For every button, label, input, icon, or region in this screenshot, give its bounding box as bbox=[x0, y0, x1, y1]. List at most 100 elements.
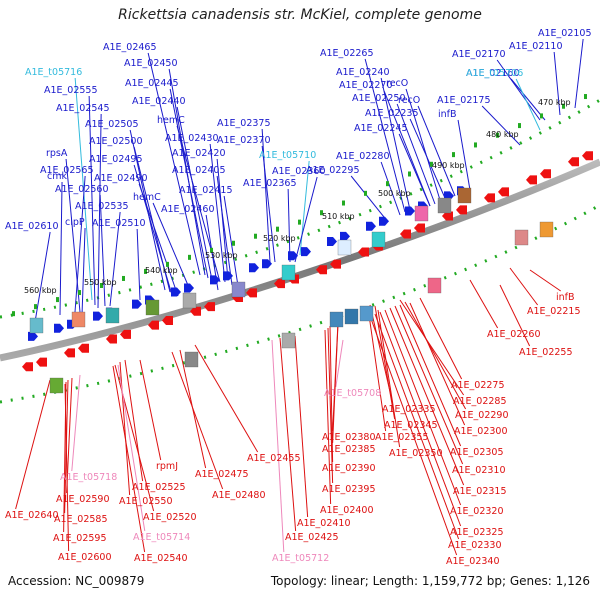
lower-tick-track bbox=[0, 203, 600, 404]
gene-label: clpP bbox=[65, 217, 85, 228]
track-tick bbox=[78, 290, 81, 296]
gene-label: A1E_02415 bbox=[179, 185, 233, 196]
leader-line bbox=[139, 359, 162, 461]
leader-line bbox=[380, 77, 411, 211]
domain-box bbox=[231, 281, 246, 298]
gene-label: A1E_02555 bbox=[44, 85, 98, 96]
leader-line bbox=[299, 160, 310, 256]
gene-label: A1E_02520 bbox=[143, 512, 197, 523]
forward-gene-arrow bbox=[405, 206, 415, 216]
leader-line bbox=[327, 327, 334, 484]
leader-line bbox=[216, 175, 233, 286]
gene-label: A1E_02375 bbox=[217, 118, 271, 129]
reverse-gene-arrow bbox=[526, 175, 537, 185]
gene-label: rpsA bbox=[46, 148, 68, 159]
leader-line bbox=[324, 329, 332, 505]
trna-label: A1E_t05716 bbox=[25, 67, 82, 78]
gene-label: A1E_02495 bbox=[89, 154, 143, 165]
gene-features bbox=[12, 94, 593, 394]
gene-label: A1E_02480 bbox=[212, 490, 266, 501]
gene-label: A1E_02315 bbox=[453, 486, 507, 497]
leader-line bbox=[457, 119, 471, 191]
leader-line bbox=[384, 309, 462, 506]
leader-line bbox=[509, 267, 539, 306]
gene-label: A1E_02325 bbox=[450, 527, 504, 538]
gene-label: A1E_02345 bbox=[384, 420, 438, 431]
leader-line bbox=[398, 133, 431, 207]
leader-line bbox=[481, 105, 521, 146]
forward-gene-arrow bbox=[340, 231, 350, 241]
gene-label: A1E_02440 bbox=[132, 96, 186, 107]
leader-line bbox=[394, 305, 464, 465]
gene-label: A1E_02460 bbox=[161, 204, 215, 215]
track-tick bbox=[496, 132, 499, 138]
forward-gene-arrow bbox=[223, 271, 233, 281]
gene-label: A1E_02535 bbox=[75, 201, 129, 212]
track-tick bbox=[56, 297, 59, 303]
domain-box bbox=[371, 231, 386, 248]
leader-line bbox=[15, 379, 51, 510]
gene-label: A1E_02390 bbox=[322, 463, 376, 474]
track-tick bbox=[34, 304, 37, 310]
leader-line bbox=[88, 95, 96, 306]
trna-label: A1E_t05718 bbox=[60, 472, 117, 483]
gene-label: A1E_02320 bbox=[450, 506, 504, 517]
leader-line bbox=[261, 128, 271, 263]
gene-label: rpmJ bbox=[156, 461, 178, 472]
reverse-gene-arrow bbox=[540, 169, 551, 179]
track-tick bbox=[210, 247, 213, 253]
leader-line bbox=[496, 59, 541, 121]
gene-label: A1E_02370 bbox=[217, 135, 271, 146]
kbp-tick-label: 470 kbp bbox=[538, 98, 571, 107]
gene-label: A1E_02295 bbox=[306, 165, 360, 176]
leader-line bbox=[65, 158, 81, 313]
forward-gene-arrow bbox=[301, 247, 311, 257]
leader-line bbox=[404, 301, 467, 410]
forward-gene-arrow bbox=[249, 263, 259, 273]
kbp-tick-label: 490 kbp bbox=[432, 161, 465, 170]
track-tick bbox=[342, 200, 345, 206]
gene-label: A1E_02235 bbox=[365, 108, 419, 119]
leader-line bbox=[389, 307, 465, 486]
leader-line bbox=[152, 202, 191, 291]
gene-label: A1E_02255 bbox=[519, 347, 573, 358]
forward-gene-arrow bbox=[379, 216, 389, 226]
gene-label: A1E_02280 bbox=[336, 151, 390, 162]
forward-gene-arrow bbox=[327, 236, 337, 246]
leader-line bbox=[136, 228, 141, 301]
leader-line bbox=[223, 195, 239, 287]
reverse-gene-arrow bbox=[36, 357, 47, 367]
gene-label: A1E_02455 bbox=[247, 453, 301, 464]
leader-line bbox=[419, 297, 463, 380]
gene-label: A1E_02335 bbox=[382, 404, 436, 415]
track-tick bbox=[474, 142, 477, 148]
reverse-gene-arrow bbox=[498, 187, 509, 197]
gene-label: A1E_02445 bbox=[125, 78, 179, 89]
kbp-tick-label: 560 kbp bbox=[24, 286, 57, 295]
gene-label: A1E_02565 bbox=[40, 165, 94, 176]
leader-line bbox=[499, 284, 531, 347]
reverse-gene-arrow bbox=[456, 205, 467, 215]
kbp-tick-label: 500 kbp bbox=[378, 189, 411, 198]
forward-gene-arrow bbox=[262, 259, 272, 269]
label-leader-lines bbox=[15, 38, 584, 556]
reverse-gene-arrow bbox=[106, 334, 117, 344]
gene-label: A1E_02240 bbox=[336, 67, 390, 78]
domain-box bbox=[337, 239, 352, 256]
leader-line bbox=[529, 269, 562, 292]
track-tick bbox=[166, 261, 169, 267]
reverse-gene-arrow bbox=[330, 259, 341, 269]
leader-line bbox=[59, 181, 63, 316]
page-title: Rickettsia canadensis str. McKiel, compl… bbox=[118, 7, 482, 23]
reverse-gene-arrow bbox=[442, 211, 453, 221]
trna-label: A1E_t05710 bbox=[259, 150, 316, 161]
gene-label: A1E_02550 bbox=[119, 496, 173, 507]
forward-gene-arrow bbox=[28, 331, 38, 341]
reverse-gene-arrow bbox=[484, 193, 495, 203]
leader-line bbox=[66, 377, 73, 494]
leader-line bbox=[74, 175, 86, 313]
kbp-tick-label: 540 kbp bbox=[145, 266, 178, 275]
leader-line bbox=[469, 279, 499, 329]
gene-label: A1E_02420 bbox=[172, 148, 226, 159]
